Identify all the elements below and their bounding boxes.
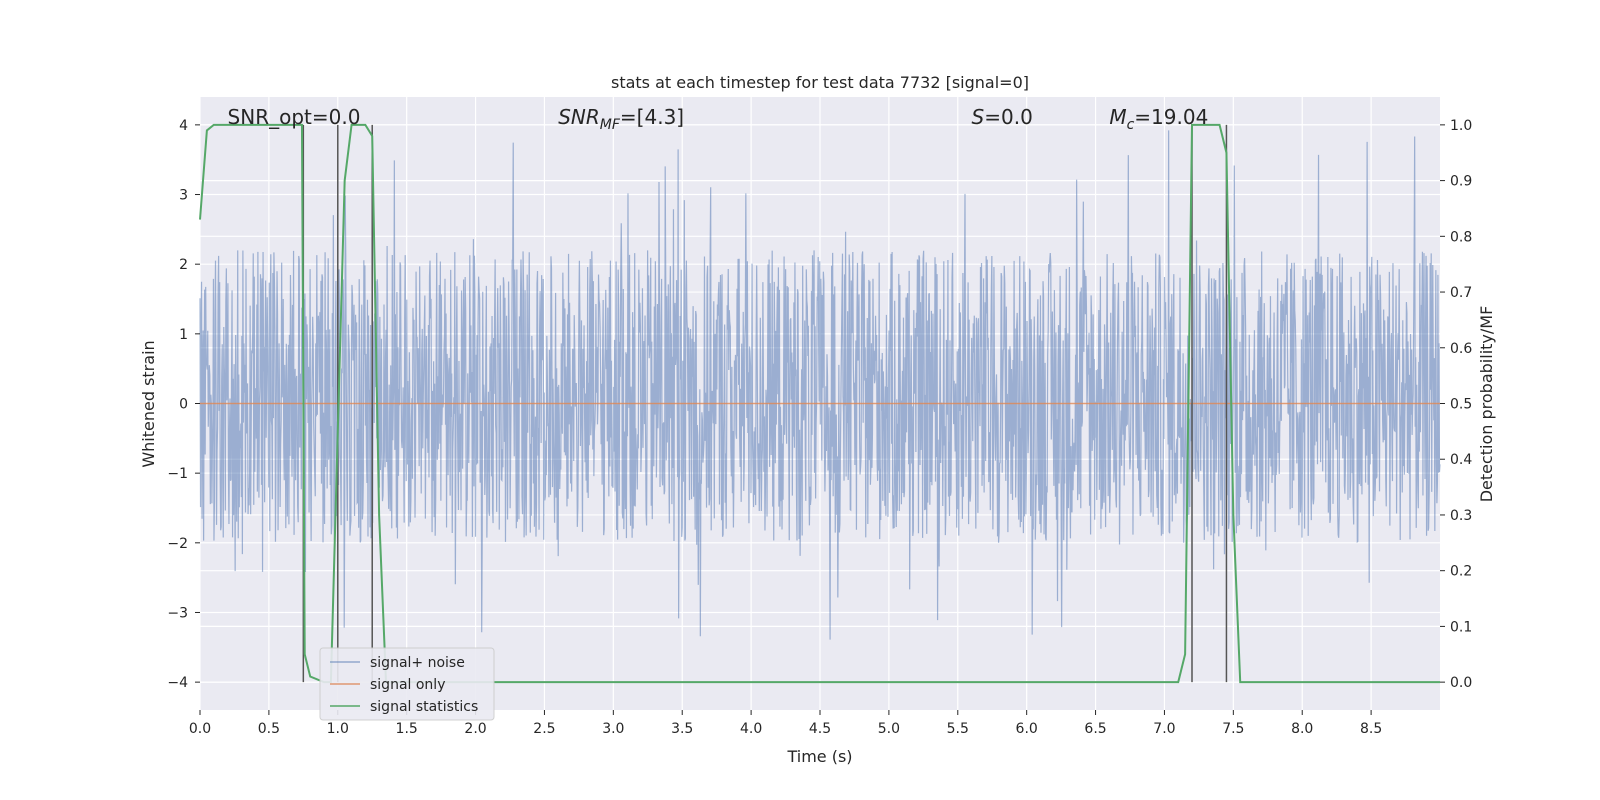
- signal-statistics-line: [199, 123, 1440, 684]
- y2-tick-label: 0.3: [1450, 508, 1472, 524]
- legend-box: [319, 647, 495, 721]
- legend: signal+ noise signal only signal statist…: [319, 647, 495, 721]
- x-tick-label: 0.5: [258, 721, 280, 737]
- annotation: SNRMF=[4.3]: [558, 105, 684, 133]
- x-tick-label: 6.5: [1084, 721, 1106, 737]
- x-tick-label: 8.5: [1360, 721, 1382, 737]
- y-tick-label: −4: [167, 675, 188, 691]
- x-tick-label: 7.5: [1222, 721, 1244, 737]
- x-tick-label: 7.0: [1153, 721, 1175, 737]
- x-tick-label: 1.5: [396, 721, 418, 737]
- chart-title: stats at each timestep for test data 773…: [611, 73, 1029, 92]
- y-tick-label: −3: [167, 605, 188, 621]
- y-axis-right: 0.0 0.1 0.2 0.3 0.4 0.5 0.6 0.7 0.8 0.9 1.0: [1440, 118, 1472, 691]
- y2-tick-label: 0.1: [1450, 619, 1472, 635]
- x-tick-label: 4.5: [809, 721, 831, 737]
- y2-tick-label: 0.6: [1450, 341, 1472, 357]
- legend-label-signal-statistics: signal statistics: [370, 699, 478, 715]
- y2-tick-label: 0.9: [1450, 174, 1472, 190]
- y-tick-label: −1: [167, 466, 188, 482]
- y2-tick-label: 0.7: [1450, 285, 1472, 301]
- x-axis-label: Time (s): [786, 747, 852, 766]
- series-signal-statistics: [199, 123, 1440, 684]
- x-tick-label: 0.0: [189, 721, 211, 737]
- y-axis-left: −4 −3 −2 −1 0 1 2 3 4: [167, 118, 200, 691]
- annotation: S=0.0: [972, 105, 1033, 129]
- y-axis-label: Whitened strain: [139, 340, 158, 467]
- y2-tick-label: 0.4: [1450, 452, 1472, 468]
- x-tick-label: 2.0: [464, 721, 486, 737]
- legend-label-signal-only: signal only: [370, 677, 445, 693]
- y-tick-label: 4: [179, 118, 188, 134]
- y-tick-label: 1: [179, 327, 188, 343]
- y2-tick-label: 0.5: [1450, 397, 1472, 413]
- annotations: SNR_opt=0.0 SNRMF=[4.3] S=0.0 Mc=19.04: [228, 105, 1209, 133]
- y-tick-label: −2: [167, 536, 188, 552]
- x-tick-label: 2.5: [533, 721, 555, 737]
- y2-axis-label: Detection probability/MF: [1477, 306, 1496, 503]
- x-tick-label: 3.0: [602, 721, 624, 737]
- y2-tick-label: 0.8: [1450, 229, 1472, 245]
- legend-label-signal-noise: signal+ noise: [370, 655, 465, 671]
- x-tick-label: 5.0: [878, 721, 900, 737]
- y-tick-label: 3: [179, 188, 188, 204]
- series-signal-noise: [199, 130, 1441, 640]
- y2-tick-label: 1.0: [1450, 118, 1472, 134]
- x-tick-label: 4.0: [740, 721, 762, 737]
- y-tick-label: 0: [179, 397, 188, 413]
- y-tick-label: 2: [179, 257, 188, 273]
- x-axis: 0.0 0.5 1.0 1.5 2.0 2.5 3.0 3.5 4.0 4.5 5.0 5.5 6.0 6…: [189, 710, 1382, 737]
- y2-tick-label: 0.0: [1450, 675, 1472, 691]
- y2-tick-label: 0.2: [1450, 564, 1472, 580]
- x-tick-label: 6.0: [1016, 721, 1038, 737]
- annotation: SNR_opt=0.0: [228, 105, 361, 129]
- x-tick-label: 1.0: [327, 721, 349, 737]
- x-tick-label: 8.0: [1291, 721, 1313, 737]
- x-tick-label: 3.5: [671, 721, 693, 737]
- noise-trace: [199, 130, 1441, 640]
- annotation: Mc=19.04: [1109, 105, 1208, 133]
- x-tick-label: 5.5: [947, 721, 969, 737]
